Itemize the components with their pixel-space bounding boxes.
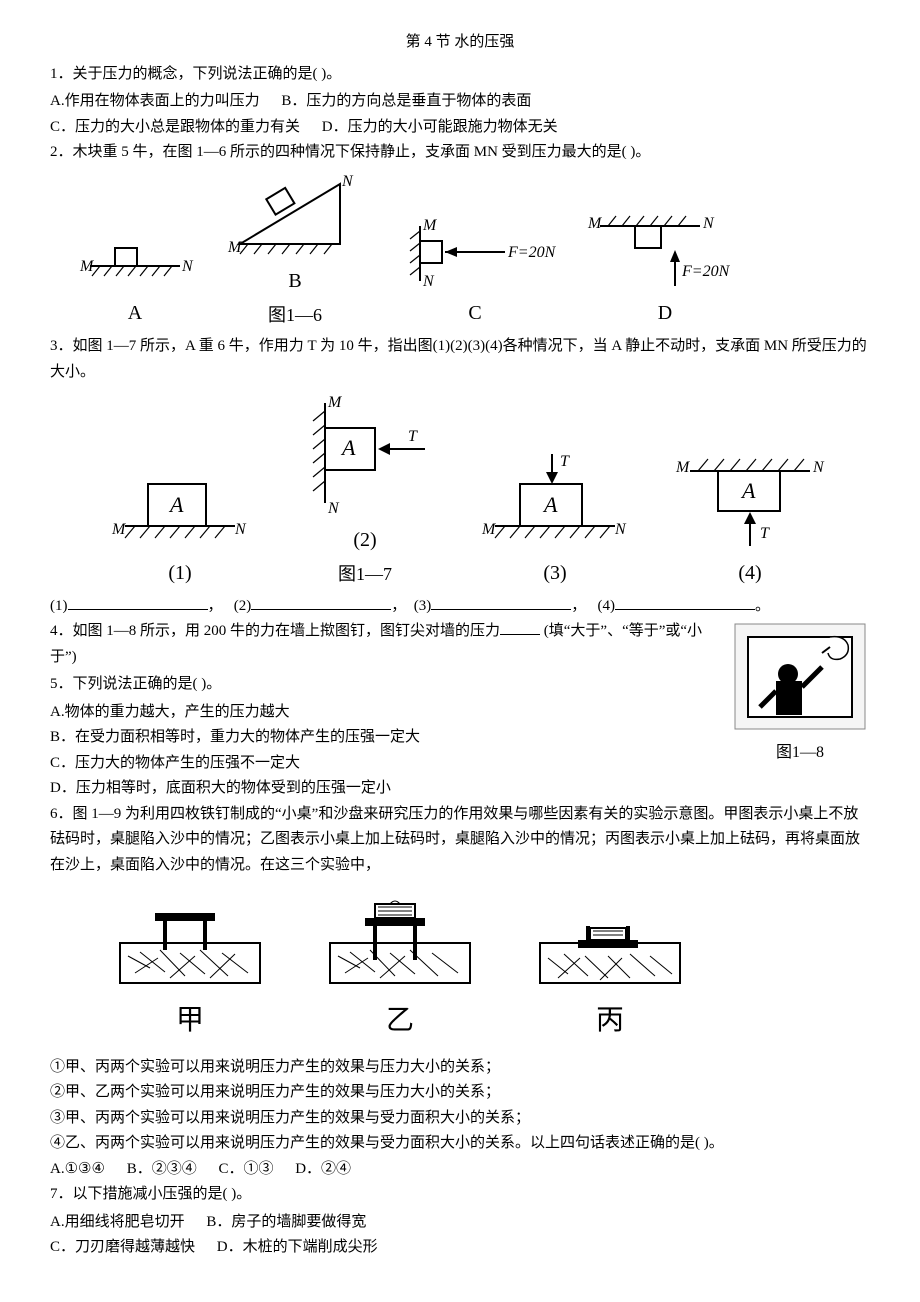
q7-D: D．木桩的下端削成尖形 — [217, 1235, 378, 1261]
svg-text:M: M — [79, 258, 95, 275]
q6-C: C．①③ — [218, 1157, 273, 1183]
fig-C-label: C — [390, 296, 560, 330]
q6-s1: ①甲、丙两个实验可以用来说明压力产生的效果与压力大小的关系； — [50, 1055, 870, 1081]
fig-A-label: A — [70, 296, 200, 330]
fig-1-6-B: M N B 图1—6 — [220, 174, 370, 331]
fig-1-7-caption: 图1—7 — [290, 559, 440, 590]
fig-1-7-1-label: (1) — [110, 556, 250, 590]
q6-A: A.①③④ — [50, 1157, 105, 1183]
svg-text:N: N — [341, 174, 354, 190]
svg-text:N: N — [812, 459, 825, 476]
fig-1-6-A: M N A — [70, 226, 200, 330]
svg-text:A: A — [168, 492, 184, 517]
q1-C: C．压力的大小总是跟物体的重力有关 — [50, 115, 300, 141]
svg-text:T: T — [408, 428, 418, 445]
svg-text:N: N — [181, 258, 194, 275]
q1-opts: A.作用在物体表面上的力叫压力 B．压力的方向总是垂直于物体的表面 — [50, 89, 870, 115]
fig-1-8-svg — [730, 619, 870, 739]
fig-1-7: A M N (1) A M N T (2) 图1—7 — [110, 393, 870, 590]
fig-1-7-3-label: (3) — [480, 556, 630, 590]
svg-text:M: M — [587, 215, 603, 232]
svg-text:A: A — [340, 435, 356, 460]
q1-opts2: C．压力的大小总是跟物体的重力有关 D．压力的大小可能跟施力物体无关 — [50, 115, 870, 141]
q7-opts2: C．刀刃磨得越薄越快 D．木桩的下端削成尖形 — [50, 1235, 870, 1261]
fig-B-svg: M N — [220, 174, 370, 264]
q1-stem: 1．关于压力的概念，下列说法正确的是( )。 — [50, 62, 870, 88]
fig-jia: 甲 — [110, 898, 270, 1045]
fig-jia-label: 甲 — [110, 997, 270, 1045]
q6-opts: A.①③④ B．②③④ C．①③ D．②④ — [50, 1157, 870, 1183]
q5-D: D．压力相等时，底面积大的物体受到的压强一定小 — [50, 776, 870, 802]
svg-text:A: A — [542, 492, 558, 517]
svg-text:A: A — [740, 478, 756, 503]
q2-stem: 2．木块重 5 牛，在图 1—6 所示的四种情况下保持静止，支承面 MN 受到压… — [50, 140, 870, 166]
fig-yi-label: 乙 — [320, 997, 480, 1045]
svg-text:M: M — [675, 459, 691, 476]
fig-1-7-4: A T M N (4) — [670, 446, 830, 590]
q3-blank1 — [68, 595, 208, 610]
q7-A: A.用细线将肥皂切开 — [50, 1210, 185, 1236]
q4-stem-a: 4．如图 1—8 所示，用 200 牛的力在墙上揿图钉，图钉尖对墙的压力 — [50, 623, 500, 639]
q6-D: D．②④ — [295, 1157, 351, 1183]
fig-bing-label: 丙 — [530, 997, 690, 1045]
svg-text:N: N — [234, 521, 247, 538]
fig-bing: 丙 — [530, 898, 690, 1045]
fig-1-6-C: M N F=20N C — [390, 216, 560, 330]
svg-text:F=20N: F=20N — [681, 263, 731, 280]
svg-text:N: N — [327, 500, 340, 517]
fig-D-label: D — [580, 296, 750, 330]
svg-text:M: M — [422, 217, 438, 234]
svg-text:M: M — [481, 521, 497, 538]
q1-D: D．压力的大小可能跟施力物体无关 — [322, 115, 558, 141]
section-title: 第 4 节 水的压强 — [50, 30, 870, 56]
svg-text:M: M — [111, 521, 127, 538]
q4-blank — [500, 620, 540, 635]
q1-A: A.作用在物体表面上的力叫压力 — [50, 89, 260, 115]
fig-1-8: 图1—8 — [730, 619, 870, 766]
svg-text:T: T — [560, 453, 570, 470]
fig-1-7-2-label: (2) — [290, 523, 440, 557]
fig-1-6-caption: 图1—6 — [220, 300, 370, 331]
q3-ans3-label: (3) — [414, 598, 432, 614]
q7-opts1: A.用细线将肥皂切开 B．房子的墙脚要做得宽 — [50, 1210, 870, 1236]
q3-blank3 — [431, 595, 571, 610]
fig-1-7-4-label: (4) — [670, 556, 830, 590]
q3-ans2-label: (2) — [234, 598, 252, 614]
svg-text:N: N — [702, 215, 715, 232]
q6-s3: ③甲、丙两个实验可以用来说明压力产生的效果与受力面积大小的关系； — [50, 1106, 870, 1132]
fig-1-7-3: A T M N (3) — [480, 446, 630, 590]
q7-stem: 7．以下措施减小压强的是( )。 — [50, 1182, 870, 1208]
fig-yi: 乙 — [320, 898, 480, 1045]
fig-D-svg: M N F=20N — [580, 206, 750, 296]
q3-stem: 3．如图 1—7 所示，A 重 6 牛，作用力 T 为 10 牛，指出图(1)(… — [50, 334, 870, 385]
q3-ans1-label: (1) — [50, 598, 68, 614]
q6-B: B．②③④ — [127, 1157, 197, 1183]
q7-C: C．刀刃磨得越薄越快 — [50, 1235, 195, 1261]
svg-text:F=20N: F=20N — [507, 244, 557, 261]
q1-B: B．压力的方向总是垂直于物体的表面 — [281, 89, 531, 115]
svg-text:M: M — [327, 394, 343, 411]
fig-1-6: M N A M N B 图1—6 — [70, 174, 870, 331]
fig-1-6-D: M N F=20N D — [580, 206, 750, 330]
svg-text:N: N — [614, 521, 627, 538]
q3-blanks: (1)， (2)， (3)， (4)。 — [50, 594, 870, 620]
fig-1-8-caption: 图1—8 — [730, 739, 870, 766]
fig-1-9: 甲 乙 — [110, 898, 870, 1045]
fig-B-label: B — [220, 264, 370, 298]
fig-1-7-1: A M N (1) — [110, 456, 250, 590]
q6-stem: 6．图 1—9 为利用四枚铁钉制成的“小桌”和沙盘来研究压力的作用效果与哪些因素… — [50, 802, 870, 879]
q6-s2: ②甲、乙两个实验可以用来说明压力产生的效果与压力大小的关系； — [50, 1080, 870, 1106]
q6-s4: ④乙、丙两个实验可以用来说明压力产生的效果与受力面积大小的关系。以上四句话表述正… — [50, 1131, 870, 1157]
q7-B: B．房子的墙脚要做得宽 — [206, 1210, 366, 1236]
svg-text:T: T — [760, 525, 770, 542]
fig-C-svg: M N F=20N — [390, 216, 560, 296]
svg-text:M: M — [227, 239, 243, 256]
fig-1-7-2: A M N T (2) 图1—7 — [290, 393, 440, 590]
q3-blank2 — [251, 595, 391, 610]
svg-text:N: N — [422, 273, 435, 290]
q3-ans4-label: (4) — [598, 598, 616, 614]
q3-blank4 — [615, 595, 755, 610]
fig-A-svg: M N — [70, 226, 200, 296]
